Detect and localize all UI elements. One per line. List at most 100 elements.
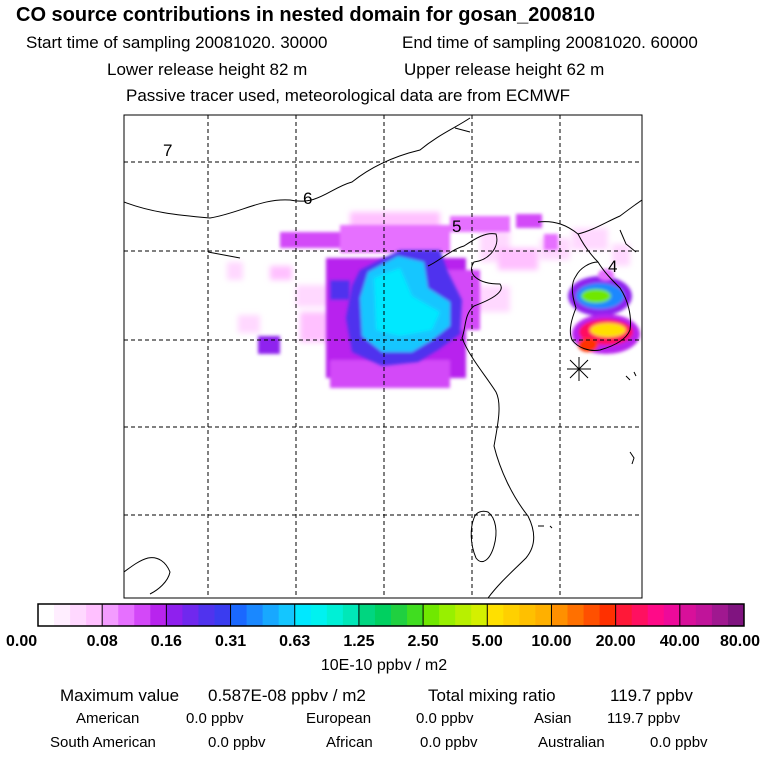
colorbar-swatch [38,604,55,626]
colorbar-swatch [583,604,601,626]
colorbar-tick-label: 0.08 [87,633,118,650]
colorbar-swatch [471,604,488,626]
colorbar-tick-label: 0.63 [279,633,310,650]
hotspot-north-core [581,289,611,303]
plume-core-peak [374,268,440,336]
islands [538,371,637,529]
plume-cell [300,312,330,342]
colorbar-tick-label: 0.31 [215,633,246,650]
colorbar-swatch [647,604,665,626]
region-value: 119.7 ppbv [607,710,681,727]
region-name: American [76,710,140,727]
region-value: 0.0 ppbv [650,734,708,751]
region-value: 0.0 ppbv [208,734,266,751]
colorbar-swatch [551,604,568,626]
total-mixing-label: Total mixing ratio [428,686,556,705]
korea-outline [569,233,631,351]
colorbar-swatch [599,604,617,626]
graticule [124,115,642,598]
colorbar-swatch [663,604,681,626]
colorbar-tick-label: 1.25 [343,633,374,650]
colorbar-swatch [102,604,119,626]
grid-label: 5 [452,217,461,236]
colorbar-tick-label: 5.00 [472,633,503,650]
colorbar-swatch [214,604,232,626]
region-value: 0.0 ppbv [186,710,244,727]
colorbar-swatch [246,604,264,626]
max-value: 0.587E-08 ppbv / m2 [208,686,366,705]
border-line [619,229,637,253]
colorbar-swatch [310,604,328,626]
region-value: 0.0 ppbv [420,734,478,751]
plume-cell [450,216,510,232]
colorbar-swatch [86,604,103,626]
colorbar-swatch [727,604,745,626]
colorbar-tick-label: 0.00 [6,633,37,650]
plume-cell [572,228,608,250]
colorbar-swatch [150,604,167,626]
colorbar-tick-label: 10.00 [531,633,571,650]
colorbar-swatch [326,604,344,626]
colorbar-swatch [695,604,713,626]
receptor-marker [567,357,591,381]
colorbar-swatch [294,604,312,626]
colorbar-swatch [535,604,552,626]
max-value-label: Maximum value [60,686,180,705]
border-line [207,251,241,259]
grid-label: 4 [608,257,617,276]
plume-cell [498,248,538,270]
region-name: Asian [534,710,572,727]
plume-field [227,212,640,388]
colorbar-swatch [679,604,697,626]
plume-cell [516,214,542,228]
colorbar-swatch [374,604,392,626]
border-line [124,117,471,219]
colorbar-swatch [519,604,536,626]
colorbar-swatch [487,604,504,626]
colorbar-swatch [278,604,296,626]
total-mixing-value: 119.7 ppbv [610,686,693,705]
colorbar-swatch [503,604,520,626]
colorbar-swatch [407,604,424,626]
region-name: European [306,710,372,727]
colorbar-swatch [230,604,248,626]
plume-cell [270,266,292,280]
colorbar-swatch [439,604,456,626]
plume-cell [544,234,558,250]
colorbar-units: 10E-10 ppbv / m2 [321,657,447,674]
plume-cell [238,315,260,333]
colorbar-swatch [70,604,87,626]
colorbar-swatch [631,604,649,626]
region-name: South American [50,734,156,751]
colorbar-swatch [567,604,585,626]
region-value: 0.0 ppbv [416,710,474,727]
end-time-label: End time of sampling 20081020. 60000 [402,33,698,52]
colorbar-tick-label: 80.00 [720,633,760,650]
plume-cell [258,336,280,354]
colorbar-swatch [262,604,280,626]
plume-cell [227,262,243,280]
start-time-label: Start time of sampling 20081020. 30000 [26,33,328,52]
colorbar-tick-label: 40.00 [660,633,700,650]
colorbar-swatch [134,604,151,626]
region-name: Australian [538,734,605,751]
coastline [537,199,642,235]
border-line [124,557,171,595]
grid-label: 7 [163,141,172,160]
colorbar-tick-label: 2.50 [408,633,439,650]
region-name: African [326,734,373,751]
chart-title: CO source contributions in nested domain… [16,4,596,26]
colorbar-tick-label: 0.16 [151,633,182,650]
coastlines [124,117,642,598]
upper-release-label: Upper release height 62 m [404,60,605,79]
grid-label: 6 [303,189,312,208]
plume-cell [612,244,630,266]
map-frame [123,114,643,599]
plume-cell [330,280,350,300]
colorbar-swatch [342,604,360,626]
colorbar-swatch [711,604,729,626]
colorbar-swatch [118,604,135,626]
tracer-note: Passive tracer used, meteorological data… [126,86,571,105]
colorbar-swatch [54,604,71,626]
